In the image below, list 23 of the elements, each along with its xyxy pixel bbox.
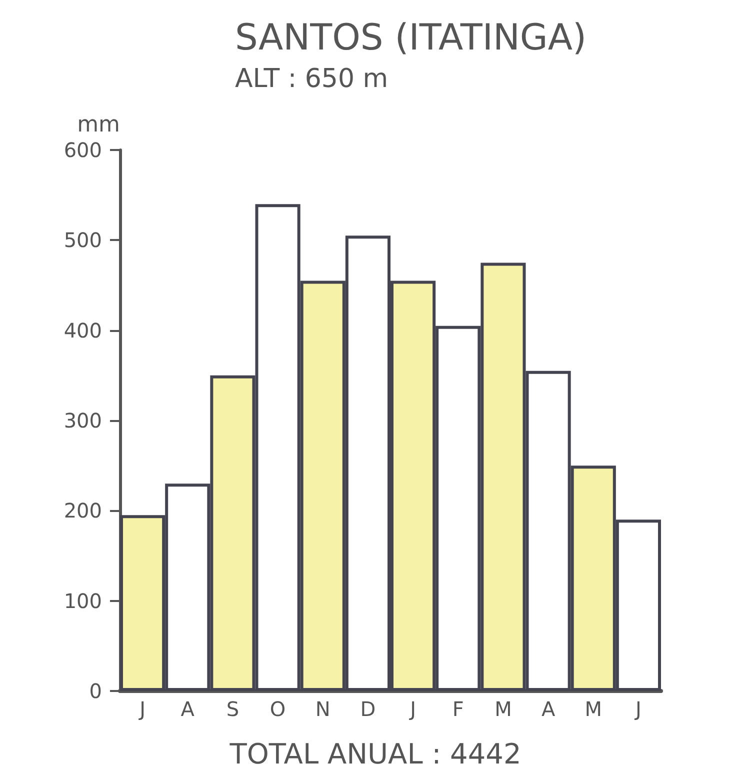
x-tick-label: A xyxy=(541,697,556,721)
y-tick-label: 200 xyxy=(64,498,102,523)
x-tick-label: D xyxy=(360,697,376,721)
x-tick-label: M xyxy=(584,697,602,721)
x-tick-label: F xyxy=(452,697,464,721)
x-tick-label: J xyxy=(634,697,642,721)
y-tick-label: 100 xyxy=(64,588,102,613)
x-tick-label: M xyxy=(494,697,512,721)
y-tick-label: 600 xyxy=(64,138,102,162)
chart-subtitle: ALT : 650 m xyxy=(235,64,388,94)
y-tick-label: 300 xyxy=(64,408,102,432)
x-tick-label: N xyxy=(315,697,330,721)
x-tick-label: J xyxy=(408,697,416,721)
x-tick-label: S xyxy=(226,697,240,721)
x-tick-label: A xyxy=(180,697,195,721)
x-tick-label: J xyxy=(138,697,146,721)
y-tick-label: 500 xyxy=(64,228,102,252)
chart-title: SANTOS (ITATINGA) xyxy=(235,18,586,58)
text: TOTAL ANUAL : 4442 xyxy=(228,738,522,770)
y-axis-title: mm xyxy=(77,112,120,138)
y-tick-label: 0 xyxy=(89,679,102,703)
x-tick-label: O xyxy=(270,697,286,721)
y-tick-label: 400 xyxy=(64,318,102,342)
